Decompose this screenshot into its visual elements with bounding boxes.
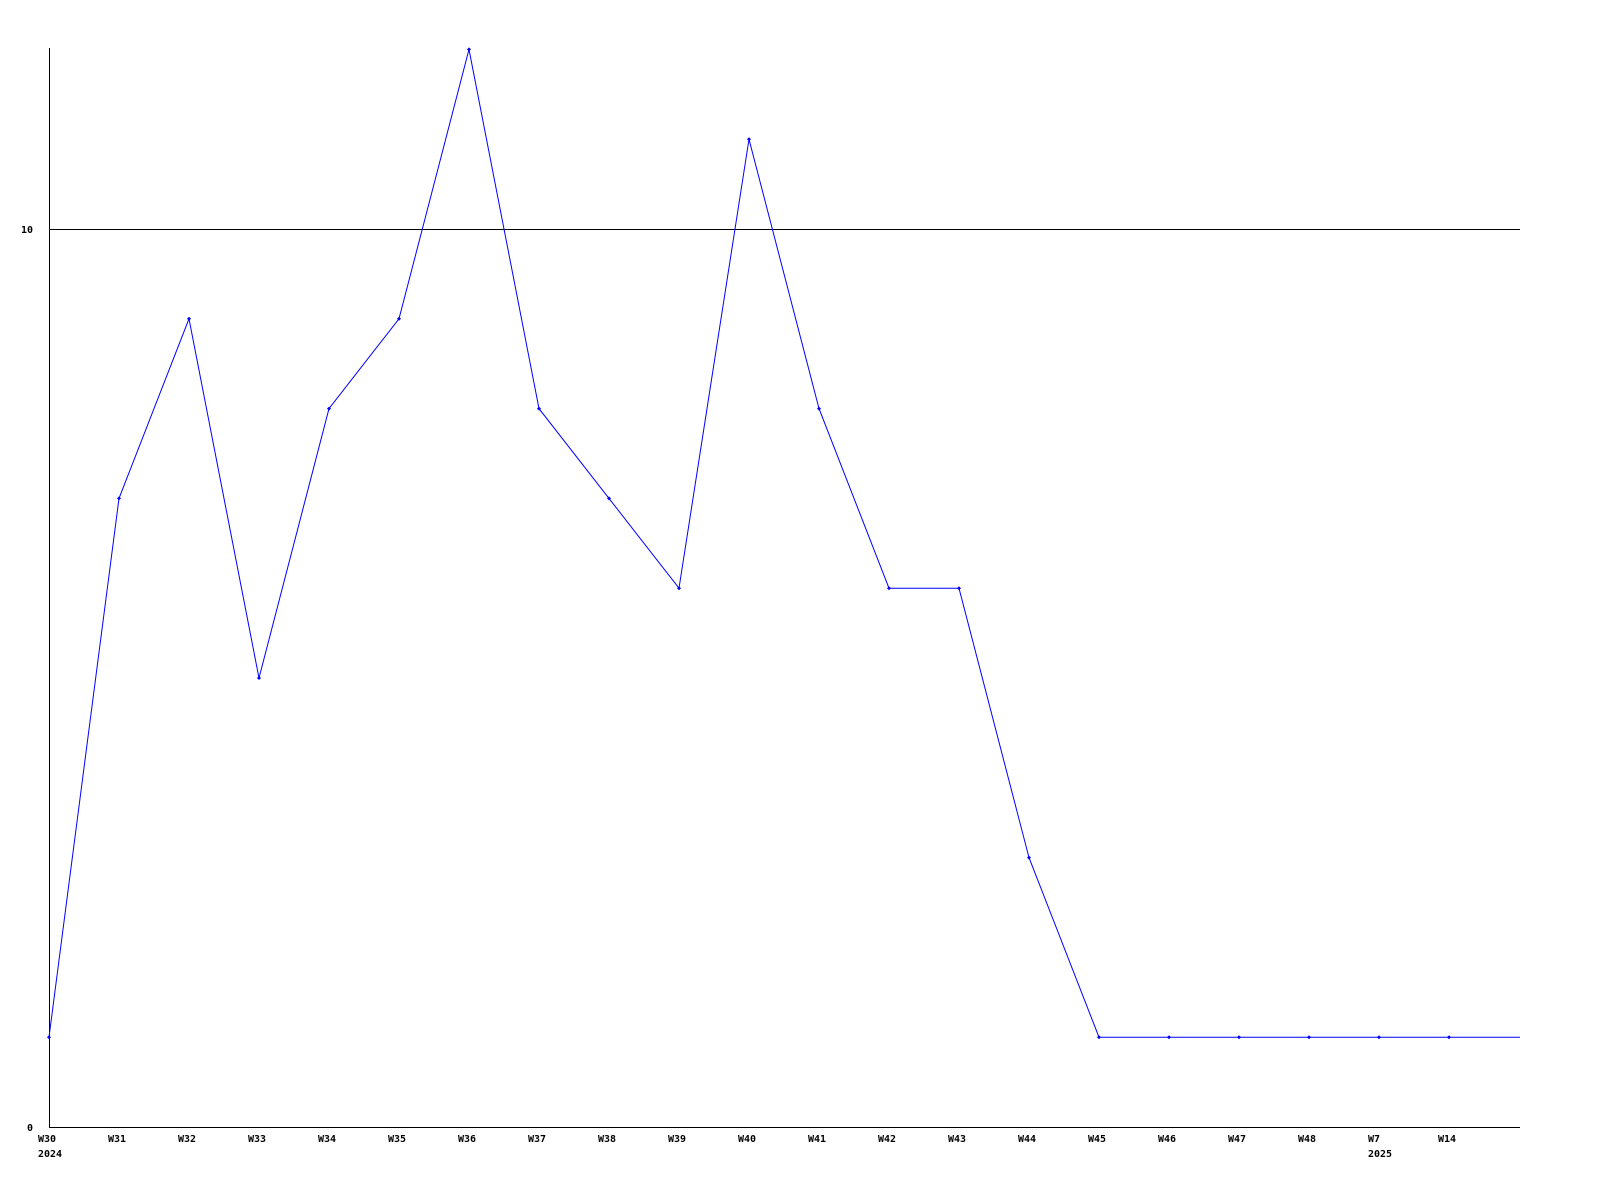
x-tick-label: W47 xyxy=(1228,1134,1246,1145)
data-point xyxy=(537,406,541,411)
data-point xyxy=(257,676,261,680)
tick-labels: 0 10 W30 W31 W32 W33 W34 W35 W36 W37 W38 W39 W40 W41 W… xyxy=(21,225,1456,1160)
data-point xyxy=(1237,1035,1241,1040)
data-point xyxy=(887,586,891,591)
year-label: 2024 xyxy=(38,1149,62,1160)
x-tick-label: W38 xyxy=(598,1134,616,1145)
data-point xyxy=(1097,1035,1101,1040)
data-point xyxy=(467,47,471,52)
data-point xyxy=(1377,1035,1381,1040)
data-point xyxy=(1027,855,1031,860)
data-point xyxy=(607,496,611,501)
axes xyxy=(49,48,1520,1128)
data-point xyxy=(117,496,121,501)
x-tick-label: W48 xyxy=(1298,1134,1316,1145)
x-tick-label: W31 xyxy=(108,1134,126,1145)
y-tick-label: 10 xyxy=(21,225,33,236)
x-tick-label: W7 xyxy=(1368,1134,1380,1145)
x-tick-label: W43 xyxy=(948,1134,966,1145)
x-tick-label: W42 xyxy=(878,1134,896,1145)
y-tick-label: 0 xyxy=(27,1123,33,1134)
series-line xyxy=(48,49,1520,1038)
x-tick-label: W30 xyxy=(38,1134,56,1145)
series-layer xyxy=(47,47,1520,1040)
x-tick-label: W44 xyxy=(1018,1134,1036,1145)
data-point xyxy=(1307,1035,1311,1040)
data-point xyxy=(327,406,331,411)
x-tick-label: W45 xyxy=(1088,1134,1106,1145)
data-point xyxy=(677,586,681,591)
data-point xyxy=(747,137,751,142)
data-point xyxy=(1167,1035,1171,1040)
x-tick-label: W33 xyxy=(248,1134,266,1145)
x-tick-label: W39 xyxy=(668,1134,686,1145)
data-point xyxy=(187,316,191,321)
year-label: 2025 xyxy=(1368,1149,1392,1160)
x-tick-label: W36 xyxy=(458,1134,476,1145)
data-point xyxy=(397,316,401,321)
data-point xyxy=(47,1035,51,1040)
data-point xyxy=(817,406,821,411)
data-point xyxy=(957,586,961,591)
x-tick-label: W46 xyxy=(1158,1134,1176,1145)
x-tick-label: W14 xyxy=(1438,1134,1456,1145)
x-tick-label: W41 xyxy=(808,1134,826,1145)
x-tick-label: W32 xyxy=(178,1134,196,1145)
x-tick-label: W40 xyxy=(738,1134,756,1145)
x-tick-label: W37 xyxy=(528,1134,546,1145)
x-tick-label: W34 xyxy=(318,1134,336,1145)
x-tick-label: W35 xyxy=(388,1134,406,1145)
data-point xyxy=(1447,1035,1451,1040)
